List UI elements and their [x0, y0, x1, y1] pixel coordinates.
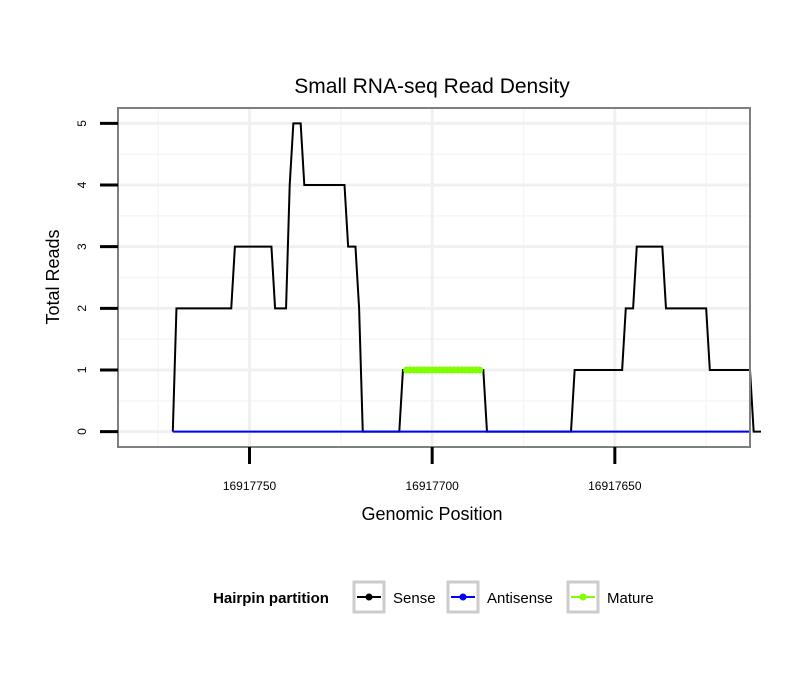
x-axis-title: Genomic Position: [361, 504, 502, 524]
y-axis-title: Total Reads: [43, 229, 63, 324]
legend-label-antisense: Antisense: [487, 590, 553, 607]
x-tick-label: 16917750: [223, 479, 277, 493]
y-tick-label: 4: [75, 181, 89, 188]
y-tick-label: 2: [75, 305, 89, 312]
mature-point: [476, 366, 484, 374]
legend-label-sense: Sense: [393, 590, 436, 607]
legend: Hairpin partition Sense Antisense Mature: [213, 580, 654, 614]
plot-panel: 0 1 2 3 4 5 16917750 16917700 16917650: [75, 107, 761, 493]
legend-point-sense: [365, 593, 373, 601]
chart-title: Small RNA-seq Read Density: [294, 75, 570, 98]
y-tick-label: 5: [75, 120, 89, 127]
x-tick-label: 16917650: [588, 479, 642, 493]
x-tick-label: 16917700: [405, 479, 459, 493]
legend-title: Hairpin partition: [213, 590, 329, 607]
legend-point-mature: [579, 593, 587, 601]
legend-point-antisense: [459, 593, 467, 601]
y-tick-label: 3: [75, 243, 89, 250]
y-tick-label: 1: [75, 366, 89, 373]
panel-border: [117, 107, 751, 448]
series-line-sense: [171, 122, 761, 433]
y-tick-label: 0: [75, 428, 89, 435]
legend-label-mature: Mature: [607, 590, 654, 607]
